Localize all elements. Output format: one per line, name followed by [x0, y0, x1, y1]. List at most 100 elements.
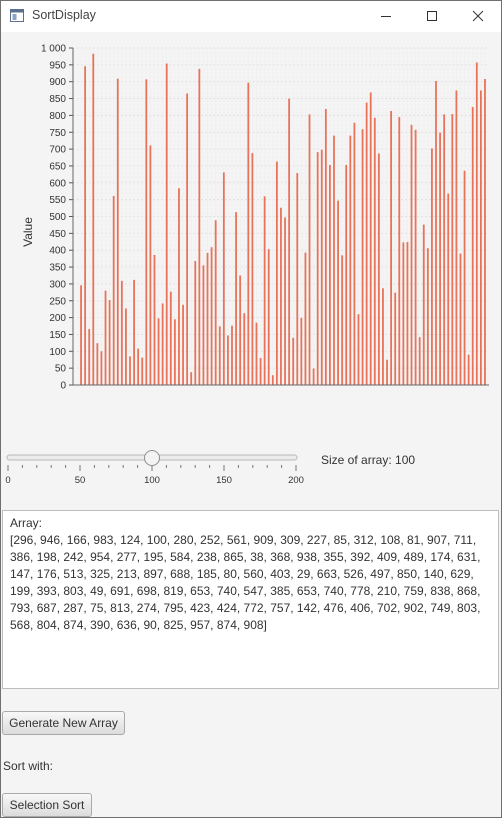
y-tick-label: 1 000: [41, 44, 66, 55]
bar: [337, 200, 339, 385]
bar: [125, 308, 127, 385]
bar: [88, 329, 91, 385]
app-icon: [10, 9, 24, 22]
array-values: [296, 946, 166, 983, 124, 100, 280, 252,…: [10, 533, 484, 632]
maximize-icon: [427, 11, 437, 21]
bar: [108, 300, 111, 385]
bar: [92, 53, 95, 385]
bar: [308, 114, 311, 385]
bar: [157, 318, 160, 385]
bar: [406, 242, 409, 385]
bar: [96, 343, 99, 385]
bar: [133, 279, 135, 385]
bar: [431, 148, 433, 385]
bar: [329, 164, 331, 385]
bar: [361, 129, 364, 385]
y-tick-label: 850: [49, 94, 66, 105]
bar: [463, 170, 466, 385]
y-tick-label: 750: [49, 128, 66, 139]
bar: [182, 304, 184, 385]
bar: [153, 254, 156, 385]
y-tick-label: 800: [49, 111, 66, 122]
bar: [161, 303, 164, 385]
bar: [280, 207, 282, 385]
bar: [263, 196, 266, 385]
bar: [227, 335, 229, 385]
bar: [222, 172, 225, 385]
bar: [443, 114, 446, 385]
slider-thumb[interactable]: [144, 450, 160, 466]
bar: [459, 253, 462, 385]
bar: [259, 358, 262, 385]
y-axis-label: Value: [21, 217, 35, 247]
array-heading: Array:: [10, 516, 43, 530]
bar: [218, 326, 221, 385]
bar: [300, 317, 303, 385]
y-tick-label: 300: [49, 279, 66, 290]
chart-axis: 0 50 100 150 200 250 300 350 400 450 500 550 600 650 7…: [41, 44, 489, 392]
bar: [353, 122, 356, 386]
minimize-icon: [381, 16, 391, 17]
bar: [390, 111, 393, 386]
bar: [369, 92, 372, 385]
bar: [418, 337, 421, 385]
y-tick-label: 0: [60, 381, 66, 392]
bar: [255, 322, 258, 385]
bar: [275, 161, 278, 385]
sort-with-label: Sort with:: [3, 759, 54, 773]
slider-tick-label: 150: [216, 475, 232, 485]
array-size-slider[interactable]: 0 50 100 150 200: [1, 445, 501, 486]
bar-chart: 0 50 100 150 200 250 300 350 400 450 500 550 600 650 7…: [1, 32, 501, 412]
bar: [194, 260, 197, 385]
bar: [116, 78, 119, 386]
y-tick-label: 900: [49, 77, 66, 88]
y-tick-label: 100: [49, 347, 66, 358]
bar: [251, 153, 254, 385]
bar-chart-svg: 0 50 100 150 200 250 300 350 400 450 500 550 600 650 7…: [21, 44, 489, 392]
bar: [377, 153, 380, 385]
bar: [186, 93, 189, 385]
bar: [267, 249, 270, 385]
bar: [296, 173, 299, 385]
y-tick-label: 150: [49, 330, 66, 341]
bar: [165, 63, 168, 385]
maximize-button[interactable]: [409, 1, 455, 32]
bar: [120, 280, 123, 385]
bar: [304, 252, 307, 385]
slider-tick-label: 100: [144, 475, 160, 485]
bar: [239, 275, 242, 385]
bar: [373, 117, 376, 385]
bar: [235, 212, 237, 385]
bar: [316, 152, 319, 385]
bar: [365, 102, 368, 386]
minimize-button[interactable]: [363, 1, 409, 32]
bar: [149, 145, 152, 385]
slider-tick-label: 200: [288, 475, 304, 485]
array-textarea[interactable]: Array: [296, 946, 166, 983, 124, 100, 28…: [2, 510, 499, 689]
bar: [467, 354, 470, 385]
bar: [402, 242, 405, 385]
y-tick-label: 600: [49, 178, 66, 189]
bar: [214, 220, 217, 385]
bar: [178, 188, 180, 385]
bar: [447, 193, 450, 385]
close-button[interactable]: [455, 1, 501, 32]
bar: [341, 255, 344, 385]
slider-tick-label: 50: [75, 475, 86, 485]
y-tick-label: 650: [49, 161, 66, 172]
bar: [288, 98, 291, 386]
bar: [394, 292, 397, 385]
bar: [190, 372, 193, 385]
bar: [80, 285, 82, 385]
bar: [210, 247, 213, 385]
bar: [141, 357, 144, 385]
bar: [455, 90, 458, 385]
y-tick-label: 50: [55, 364, 67, 375]
bar: [386, 359, 388, 385]
selection-sort-button[interactable]: Selection Sort: [2, 793, 92, 817]
generate-new-array-button[interactable]: Generate New Array: [2, 711, 125, 735]
title-bar[interactable]: SortDisplay: [1, 1, 501, 32]
bar: [475, 62, 478, 385]
slider-svg: 0 50 100 150 200: [5, 450, 304, 486]
